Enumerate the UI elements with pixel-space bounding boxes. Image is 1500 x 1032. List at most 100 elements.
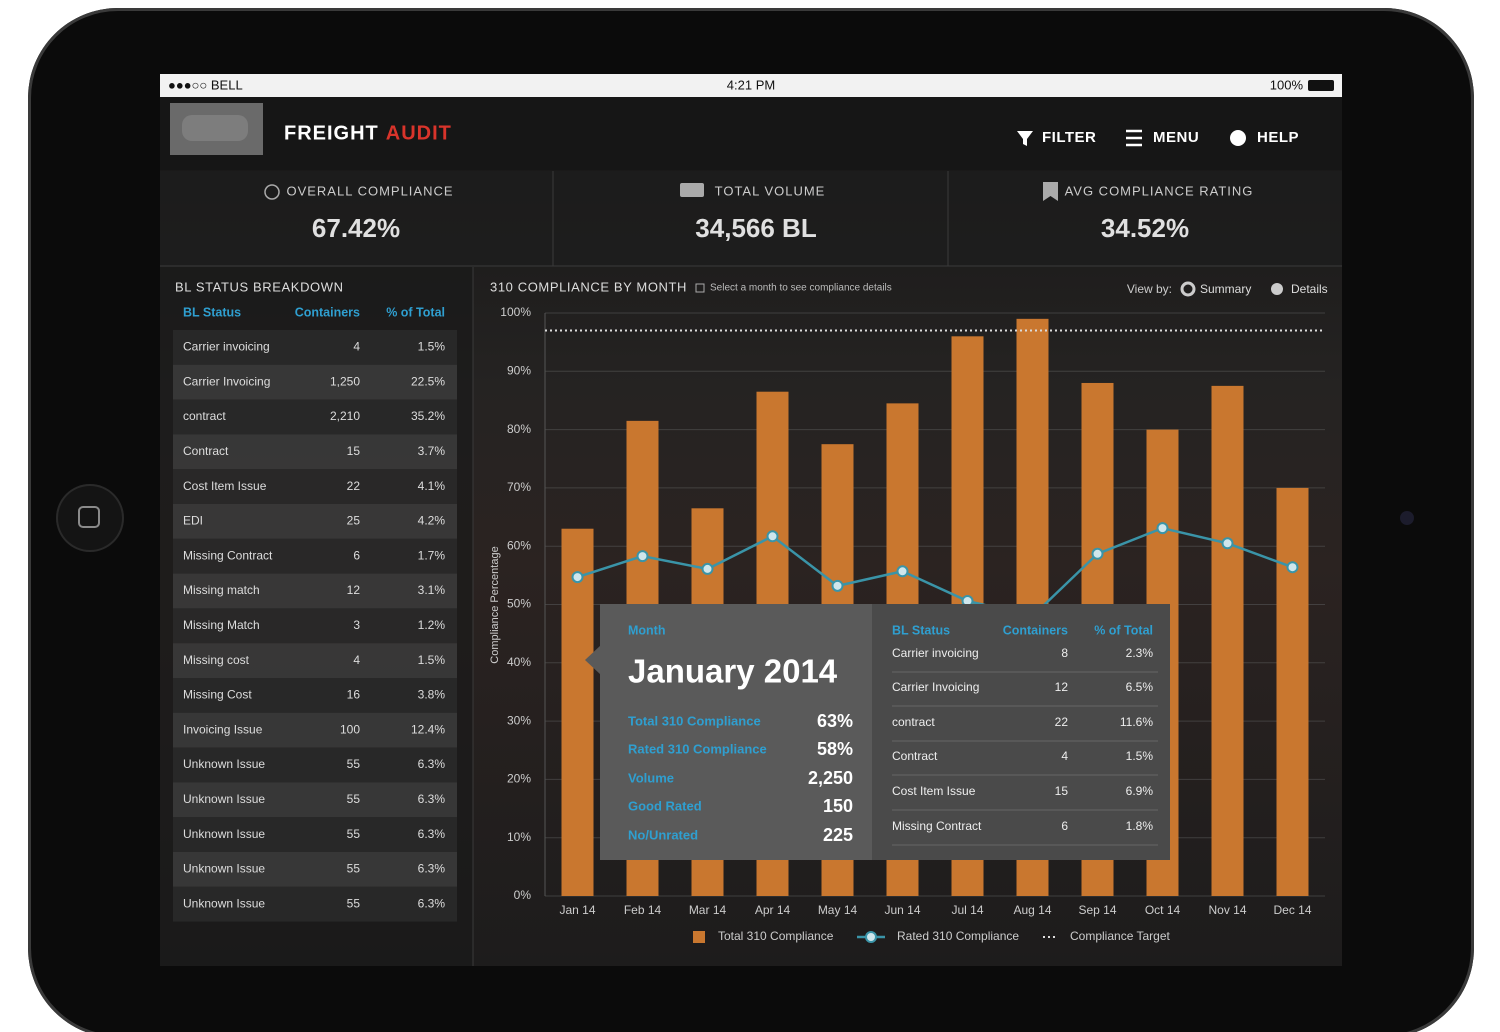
table-cell: 1.5% (418, 653, 446, 667)
table-cell: 15 (347, 444, 361, 458)
line-point (1156, 522, 1169, 535)
kpi-icon (264, 184, 280, 200)
table-cell: EDI (183, 514, 203, 528)
table-cell: 4 (353, 340, 360, 354)
app-title: FREIGHT (284, 122, 379, 144)
y-tick-label: 70% (507, 480, 531, 494)
tooltip-metric-label: Total 310 Compliance (628, 713, 761, 728)
tooltip-table-cell: 2.3% (1126, 646, 1154, 660)
table-row (173, 747, 457, 783)
table-cell: 1.7% (418, 548, 446, 562)
table-row (173, 678, 457, 713)
table-cell: 22 (347, 479, 361, 493)
table-row (173, 399, 457, 435)
table-row (173, 643, 457, 678)
battery-text: 100% (1270, 77, 1304, 92)
table-cell: 3 (353, 618, 360, 632)
table-cell: 4 (353, 653, 360, 667)
table-cell: 55 (347, 792, 361, 806)
table-cell: 100 (340, 722, 360, 736)
tooltip-metric-label: Good Rated (628, 798, 702, 813)
menu-icon (1126, 129, 1142, 147)
y-tick-label: 10% (507, 830, 531, 844)
bar[interactable] (1211, 385, 1244, 896)
tooltip-table-cell: 12 (1055, 680, 1069, 694)
x-tick-label: Dec 14 (1273, 903, 1311, 917)
radio-label: Summary (1200, 282, 1251, 296)
table-cell: Unknown Issue (183, 792, 265, 806)
table-cell: 55 (347, 862, 361, 876)
table-row (173, 712, 457, 748)
table-cell: Missing Cost (183, 688, 252, 702)
x-tick-label: Nov 14 (1208, 903, 1246, 917)
x-tick-label: Apr 14 (755, 903, 791, 917)
table-cell: 6.3% (418, 827, 446, 841)
y-tick-label: 0% (514, 888, 532, 902)
camera (1400, 511, 1414, 525)
table-header: Containers (295, 305, 360, 319)
tooltip-metric-label: No/Unrated (628, 827, 698, 842)
line-point (571, 571, 584, 584)
table-row (173, 504, 457, 539)
x-tick-label: Jan 14 (559, 903, 595, 917)
legend-swatch (865, 931, 877, 943)
status-bar (160, 74, 1342, 97)
panel-title: BL STATUS BREAKDOWN (175, 279, 344, 294)
home-button[interactable] (56, 484, 124, 552)
table-cell: 55 (347, 827, 361, 841)
table-cell: 6 (353, 548, 360, 562)
tooltip-metric-value: 63% (817, 711, 853, 731)
bar[interactable] (561, 528, 594, 896)
legend-label: Compliance Target (1070, 929, 1170, 943)
tooltip-table-cell: Contract (892, 749, 938, 763)
x-tick-label: Oct 14 (1145, 903, 1181, 917)
tooltip-table-cell: 4 (1061, 749, 1068, 763)
kpi-label: AVG COMPLIANCE RATING (1065, 183, 1254, 198)
kpi-icon (1043, 182, 1058, 201)
chart-hint: Select a month to see compliance details (710, 283, 892, 294)
table-cell: 25 (347, 514, 361, 528)
line-point (1286, 561, 1299, 574)
tooltip-metric-label: Rated 310 Compliance (628, 741, 767, 756)
table-cell: 4.2% (418, 514, 446, 528)
y-tick-label: 30% (507, 713, 531, 727)
table-cell: 35.2% (411, 409, 445, 423)
y-tick-label: 50% (507, 597, 531, 611)
table-cell: 3.1% (418, 583, 446, 597)
tooltip-metric-label: Volume (628, 770, 674, 785)
legend-label: Rated 310 Compliance (897, 929, 1019, 943)
table-row (173, 817, 457, 852)
line-point (766, 530, 779, 543)
chart-title: 310 COMPLIANCE BY MONTH (490, 279, 687, 294)
tooltip-table-cell: Missing Contract (892, 819, 982, 833)
x-tick-label: Jul 14 (951, 903, 983, 917)
kpi-icon (680, 183, 704, 197)
table-cell: 12 (347, 583, 361, 597)
radio-label: Details (1291, 282, 1328, 296)
table-cell: 1,250 (330, 374, 360, 388)
help-icon (1230, 130, 1246, 146)
y-tick-label: 90% (507, 363, 531, 377)
tooltip-table-cell: 6.9% (1126, 784, 1154, 798)
table-cell: Unknown Issue (183, 757, 265, 771)
table-cell: Unknown Issue (183, 896, 265, 910)
table-row (173, 538, 457, 574)
table-row (173, 364, 457, 400)
radio[interactable] (1271, 283, 1283, 295)
table-cell: Cost Item Issue (183, 479, 267, 493)
bar[interactable] (1276, 487, 1309, 896)
table-row (173, 469, 457, 504)
tooltip-table-cell: 11.6% (1120, 715, 1153, 729)
table-row (173, 608, 457, 644)
table-row (173, 886, 457, 922)
tooltip-month-label: Month (628, 623, 665, 637)
tooltip-month: January 2014 (628, 653, 838, 690)
table-cell: 1.2% (418, 618, 446, 632)
tooltip-table-cell: 6.5% (1126, 680, 1154, 694)
table-header: BL Status (183, 305, 241, 319)
y-tick-label: 80% (507, 422, 531, 436)
radio-selected[interactable] (1180, 281, 1196, 297)
filter-icon (1017, 131, 1033, 146)
logo-blur (182, 115, 248, 141)
y-tick-label: 40% (507, 655, 531, 669)
